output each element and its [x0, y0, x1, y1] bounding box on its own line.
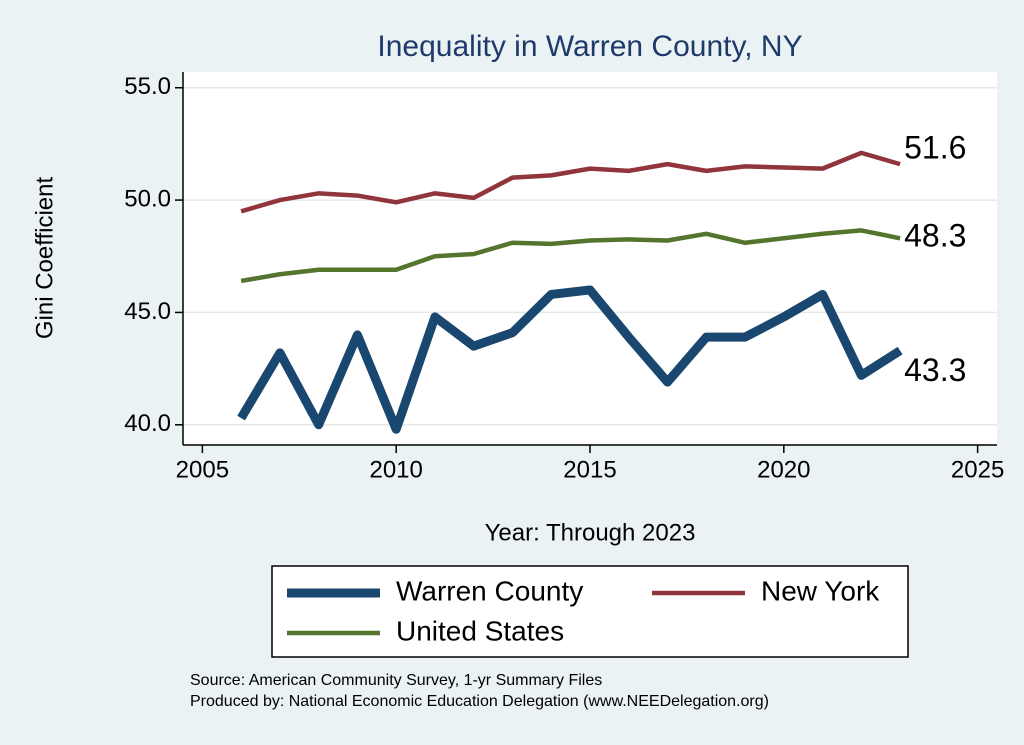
end-value-label: 48.3 — [904, 218, 966, 254]
legend-label: New York — [761, 575, 880, 606]
series-line — [240, 150, 901, 214]
y-tick-label: 55.0 — [124, 73, 171, 100]
series-line — [240, 228, 901, 284]
x-axis-label: Year: Through 2023 — [485, 519, 696, 546]
y-axis-label: Gini Coefficient — [31, 177, 58, 340]
end-value-label: 43.3 — [904, 352, 966, 388]
x-tick-label: 2005 — [176, 456, 229, 483]
y-tick-label: 40.0 — [124, 410, 171, 437]
y-tick-label: 50.0 — [124, 185, 171, 212]
x-tick-label: 2010 — [369, 456, 422, 483]
source-note: Source: American Community Survey, 1-yr … — [190, 672, 602, 689]
chart-title: Inequality in Warren County, NY — [377, 30, 802, 63]
x-tick-label: 2020 — [757, 456, 810, 483]
legend-label: Warren County — [396, 575, 583, 606]
y-tick-label: 45.0 — [124, 298, 171, 325]
legend — [271, 565, 909, 658]
x-tick-label: 2015 — [563, 456, 616, 483]
producer-note: Produced by: National Economic Education… — [190, 693, 769, 710]
x-tick-label: 2025 — [951, 456, 1004, 483]
series-line — [237, 285, 903, 434]
end-value-label: 51.6 — [904, 130, 966, 166]
plot-area — [183, 72, 997, 445]
legend-label: United States — [396, 615, 564, 646]
